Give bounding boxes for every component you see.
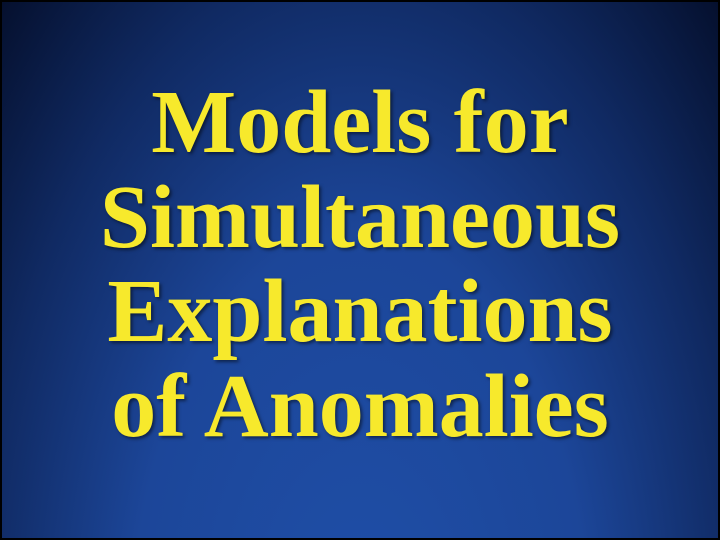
- title-line-3: Explanations: [107, 262, 612, 361]
- slide-title: Models for Simultaneous Explanations of …: [100, 76, 620, 454]
- title-line-2: Simultaneous: [100, 168, 620, 267]
- title-line-1: Models for: [151, 73, 568, 172]
- title-line-4: of Anomalies: [111, 357, 609, 456]
- slide: Models for Simultaneous Explanations of …: [0, 0, 720, 540]
